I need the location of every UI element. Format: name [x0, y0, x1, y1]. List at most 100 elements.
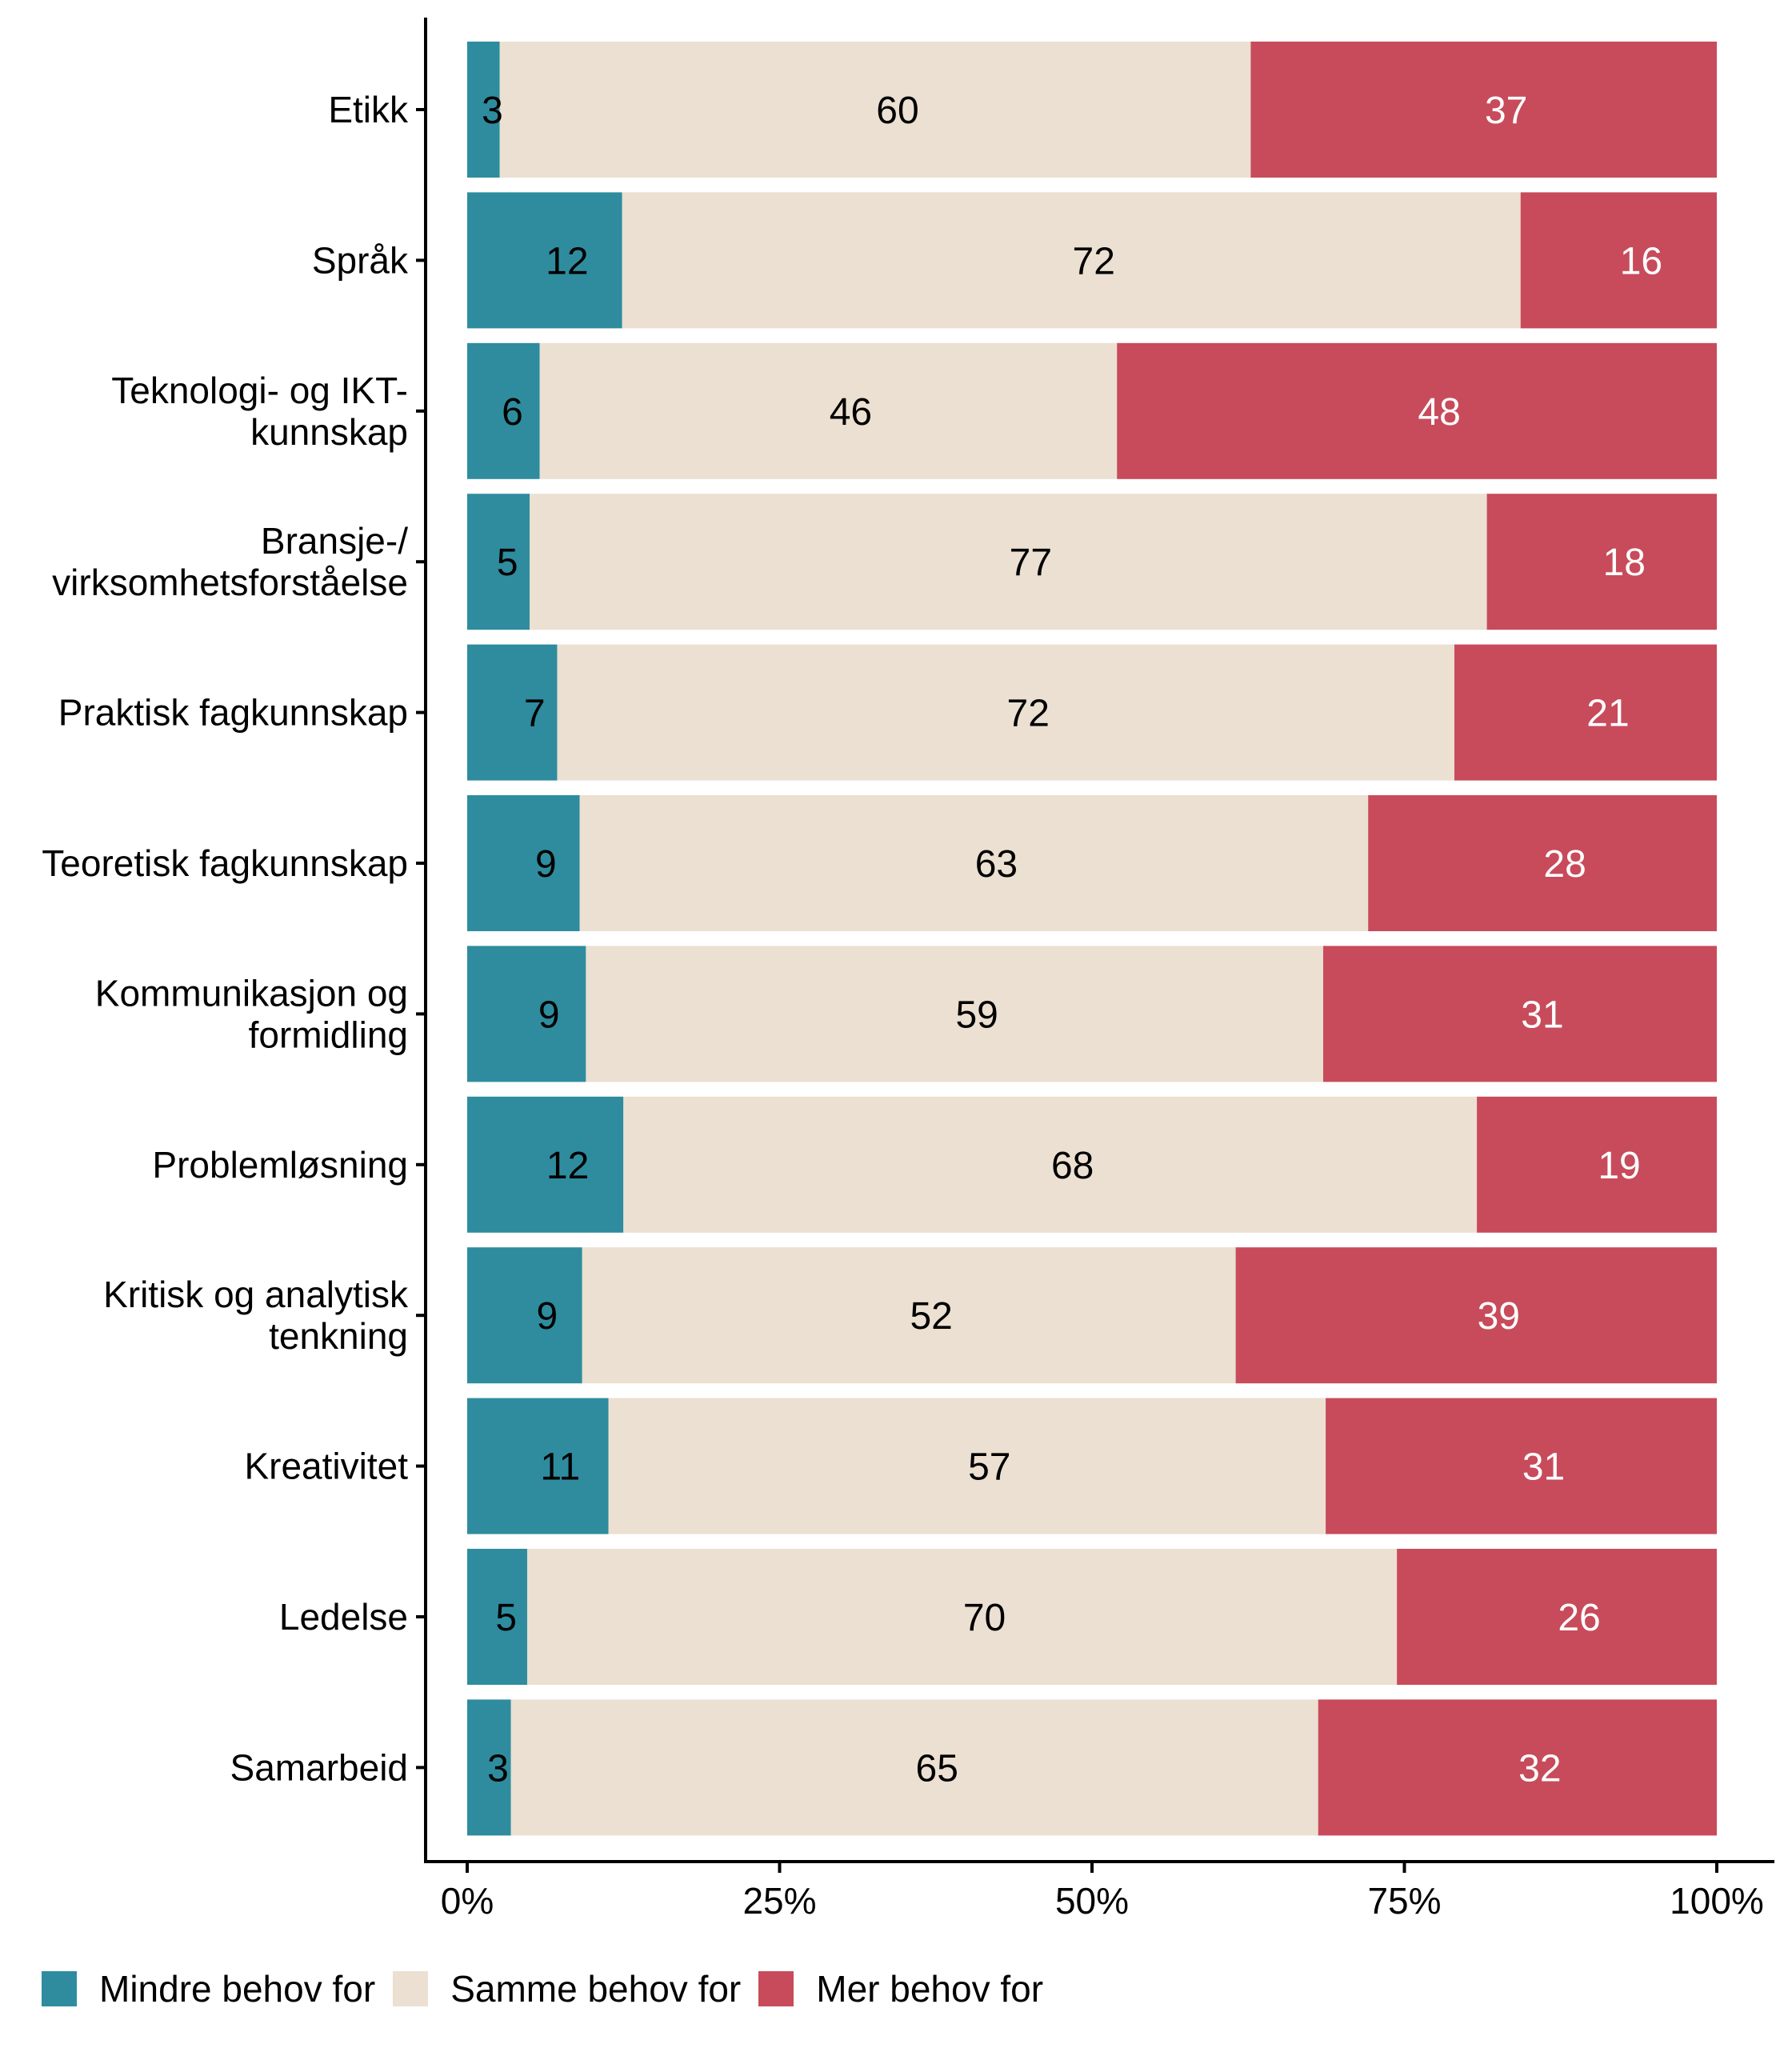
bar-label-etikk-samme-behov-for: 60 — [876, 90, 918, 132]
y-tick-label-kritisk-og-analytisk-tenkning: Kritisk og analytisk tenkning — [103, 1274, 409, 1357]
bar-label-samarbeid-mindre-behov-for: 3 — [487, 1747, 509, 1790]
y-tick-label-line: Kreativitet — [244, 1446, 408, 1487]
y-tick-label-praktisk-fagkunnskap: Praktisk fagkunnskap — [58, 692, 408, 734]
bar-segment-teknologi-og-ikt-kunnskap-mer-behov-for — [1117, 342, 1717, 479]
bar-label-samarbeid-mer-behov-for: 32 — [1518, 1747, 1561, 1790]
legend-key-samme — [393, 1971, 429, 2006]
y-tick-label-teoretisk-fagkunnskap: Teoretisk fagkunnskap — [42, 842, 408, 884]
bar-label-teoretisk-fagkunnskap-samme-behov-for: 63 — [975, 843, 1018, 886]
bar-label-kommunikasjon-og-formidling-mindre-behov-for: 9 — [538, 994, 560, 1036]
y-tick-label-line: Ledelse — [279, 1596, 408, 1638]
legend-item-mer: Mer behov for — [758, 1968, 1044, 2010]
y-tick-label-line: kunnskap — [250, 411, 408, 453]
bar-segment-problemløsning-mindre-behov-for — [467, 1096, 624, 1233]
bar-segment-kreativitet-mindre-behov-for — [467, 1398, 609, 1534]
y-tick-label-line: tenkning — [269, 1315, 408, 1357]
legend: Mindre behov for Samme behov for Mer beh… — [42, 1968, 1061, 2010]
bar-label-praktisk-fagkunnskap-mindre-behov-for: 7 — [524, 693, 546, 735]
x-tick-label-25: 25% — [742, 1880, 816, 1922]
bar-label-kritisk-og-analytisk-tenkning-mer-behov-for: 39 — [1478, 1295, 1520, 1338]
bar-segment-teknologi-og-ikt-kunnskap-mindre-behov-for — [467, 342, 540, 479]
y-tick-label-line: virksomhetsforståelse — [52, 562, 408, 603]
y-tick-label-kreativitet: Kreativitet — [244, 1446, 408, 1487]
bar-label-praktisk-fagkunnskap-samme-behov-for: 72 — [1007, 693, 1050, 735]
bar-segment-ledelse-mindre-behov-for — [467, 1549, 527, 1685]
y-tick-label-line: Kommunikasjon og — [95, 972, 408, 1014]
bar-label-teknologi-og-ikt-kunnskap-mer-behov-for: 48 — [1418, 391, 1460, 434]
bar-segment-bransje-virksomhetsforståelse-samme-behov-for — [530, 494, 1487, 630]
bar-label-ledelse-samme-behov-for: 70 — [963, 1597, 1006, 1639]
bar-segment-kommunikasjon-og-formidling-samme-behov-for — [586, 946, 1323, 1082]
bar-segment-praktisk-fagkunnskap-mindre-behov-for — [467, 644, 558, 781]
y-tick-label-line: Etikk — [328, 89, 409, 130]
bar-label-teoretisk-fagkunnskap-mer-behov-for: 28 — [1543, 843, 1586, 886]
y-tick-label-line: Samarbeid — [230, 1746, 408, 1788]
legend-key-mer — [758, 1971, 794, 2006]
x-tick-label-0: 0% — [441, 1880, 494, 1922]
bar-label-teoretisk-fagkunnskap-mindre-behov-for: 9 — [535, 843, 557, 886]
y-tick-label-problemløsning: Problemløsning — [152, 1144, 408, 1186]
bar-segment-bransje-virksomhetsforståelse-mindre-behov-for — [467, 494, 530, 630]
x-tick-label-50: 50% — [1055, 1880, 1129, 1922]
y-tick-label-line: formidling — [249, 1014, 408, 1055]
bar-segment-praktisk-fagkunnskap-mer-behov-for — [1454, 644, 1717, 781]
bar-label-problemløsning-samme-behov-for: 68 — [1051, 1145, 1094, 1187]
x-tick-label-75: 75% — [1367, 1880, 1441, 1922]
y-tick-label-line: Teoretisk fagkunnskap — [42, 842, 408, 884]
bar-segment-teoretisk-fagkunnskap-mer-behov-for — [1368, 795, 1717, 931]
bar-label-kreativitet-mindre-behov-for: 11 — [540, 1446, 580, 1489]
y-tick-label-ledelse: Ledelse — [279, 1596, 408, 1638]
bar-segment-etikk-mindre-behov-for — [467, 42, 500, 178]
bar-segment-ledelse-mer-behov-for — [1397, 1549, 1717, 1685]
bar-segment-kommunikasjon-og-formidling-mindre-behov-for — [467, 946, 586, 1082]
bar-segment-samarbeid-mindre-behov-for — [467, 1699, 511, 1836]
y-tick-label-line: Teknologi- og IKT- — [111, 370, 408, 411]
bar-segment-etikk-samme-behov-for — [499, 42, 1251, 178]
bar-segment-språk-mer-behov-for — [1520, 192, 1717, 329]
bar-label-kritisk-og-analytisk-tenkning-mindre-behov-for: 9 — [537, 1295, 558, 1338]
legend-label-samme: Samme behov for — [450, 1968, 742, 2010]
x-axis-ticks: 0% 25% 50% 75% 100% — [441, 1862, 1764, 1922]
bar-label-kritisk-og-analytisk-tenkning-samme-behov-for: 52 — [910, 1295, 952, 1338]
y-tick-label-line: Språk — [312, 239, 409, 281]
y-axis-ticks: Etikk Språk Teknologi- og IKT-kunnskap Bran… — [42, 89, 426, 1788]
bar-segment-bransje-virksomhetsforståelse-mer-behov-for — [1486, 494, 1717, 630]
bar-segment-språk-samme-behov-for — [622, 192, 1521, 329]
bar-segment-problemløsning-mer-behov-for — [1477, 1096, 1717, 1233]
y-tick-label-line: Bransje-/ — [261, 520, 408, 562]
y-tick-label-line: Kritisk og analytisk — [103, 1274, 409, 1315]
bars-group — [467, 42, 1717, 1836]
bar-label-problemløsning-mer-behov-for: 19 — [1598, 1145, 1640, 1187]
legend-label-mer: Mer behov for — [816, 1968, 1044, 2010]
legend-item-samme: Samme behov for — [393, 1968, 742, 2010]
bar-segment-etikk-mer-behov-for — [1250, 42, 1717, 178]
bar-segment-praktisk-fagkunnskap-samme-behov-for — [557, 644, 1454, 781]
bar-label-bransje-virksomhetsforståelse-samme-behov-for: 77 — [1010, 542, 1052, 584]
bar-label-bransje-virksomhetsforståelse-mindre-behov-for: 5 — [497, 542, 518, 584]
bar-label-kreativitet-mer-behov-for: 31 — [1522, 1446, 1565, 1489]
y-tick-label-bransje-virksomhetsforståelse: Bransje-/virksomhetsforståelse — [52, 520, 408, 603]
bar-segment-teoretisk-fagkunnskap-mindre-behov-for — [467, 795, 580, 931]
bar-segment-kommunikasjon-og-formidling-mer-behov-for — [1322, 946, 1717, 1082]
bar-segment-språk-mindre-behov-for — [467, 192, 622, 329]
bar-segment-teknologi-og-ikt-kunnskap-samme-behov-for — [539, 342, 1118, 479]
bar-label-ledelse-mer-behov-for: 26 — [1558, 1597, 1600, 1639]
bar-segment-kritisk-og-analytisk-tenkning-samme-behov-for — [582, 1247, 1236, 1384]
bar-segment-problemløsning-samme-behov-for — [623, 1096, 1478, 1233]
bar-segment-teoretisk-fagkunnskap-samme-behov-for — [579, 795, 1369, 931]
bar-label-bransje-virksomhetsforståelse-mer-behov-for: 18 — [1603, 542, 1646, 584]
bar-label-teknologi-og-ikt-kunnskap-mindre-behov-for: 6 — [502, 391, 523, 434]
bar-label-språk-samme-behov-for: 72 — [1073, 240, 1115, 282]
bar-label-praktisk-fagkunnskap-mer-behov-for: 21 — [1586, 693, 1629, 735]
y-tick-label-samarbeid: Samarbeid — [230, 1746, 408, 1788]
y-tick-label-språk: Språk — [312, 239, 409, 281]
bar-label-kommunikasjon-og-formidling-samme-behov-for: 59 — [955, 994, 998, 1036]
legend-label-mindre: Mindre behov for — [99, 1968, 376, 2010]
bar-segment-kritisk-og-analytisk-tenkning-mindre-behov-for — [467, 1247, 582, 1384]
bar-segment-samarbeid-mer-behov-for — [1318, 1699, 1717, 1836]
y-tick-label-line: Problemløsning — [152, 1144, 408, 1186]
bar-label-kreativitet-samme-behov-for: 57 — [968, 1446, 1010, 1489]
legend-item-mindre: Mindre behov for — [42, 1968, 376, 2010]
bar-label-teknologi-og-ikt-kunnskap-samme-behov-for: 46 — [830, 391, 872, 434]
